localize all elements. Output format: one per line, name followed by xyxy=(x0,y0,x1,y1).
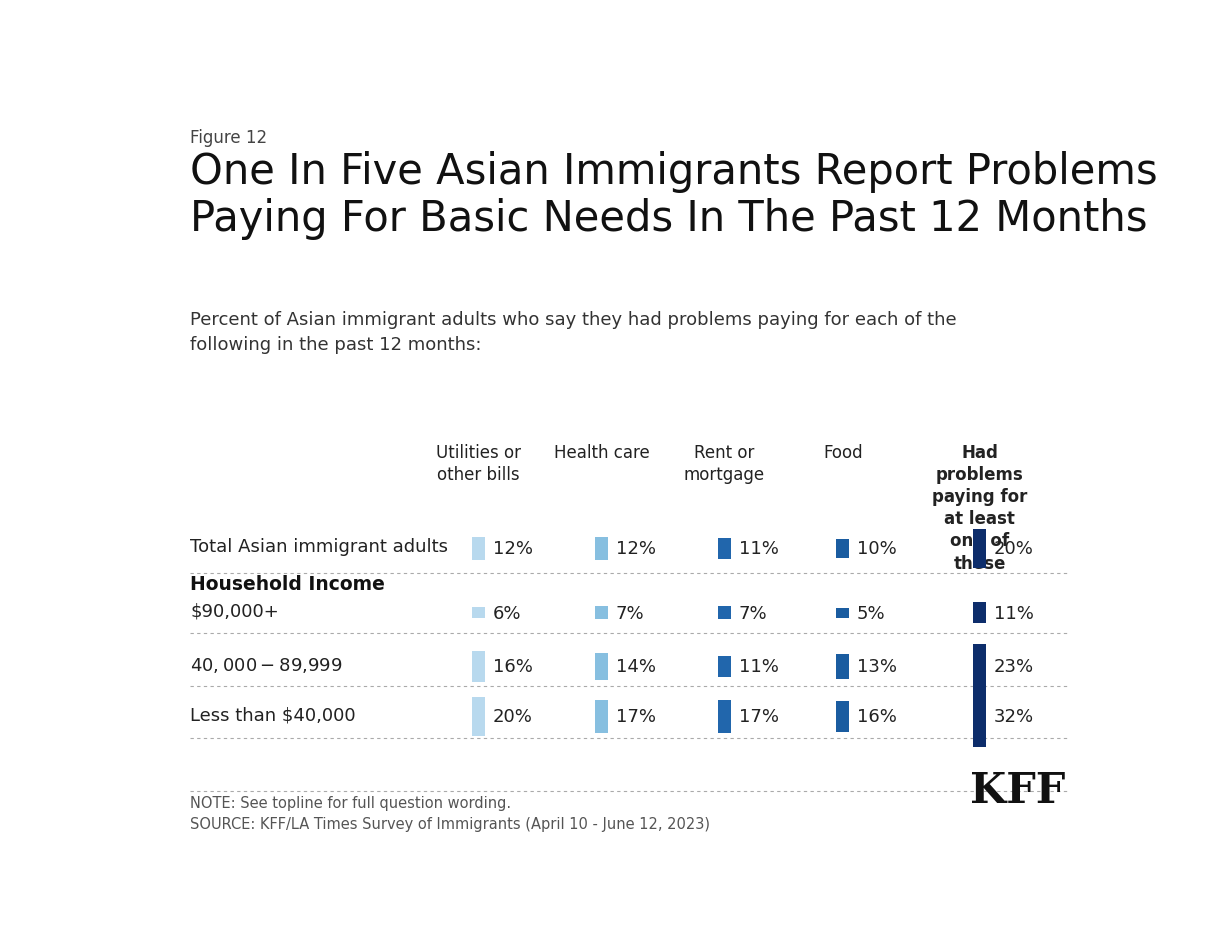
Text: 11%: 11% xyxy=(739,657,778,676)
Bar xyxy=(974,603,987,624)
Text: Rent or
mortgage: Rent or mortgage xyxy=(684,443,765,483)
Text: 23%: 23% xyxy=(994,657,1035,676)
Bar xyxy=(836,540,849,558)
Text: 16%: 16% xyxy=(856,707,897,726)
Bar xyxy=(717,700,731,733)
Text: NOTE: See topline for full question wording.
SOURCE: KFF/LA Times Survey of Immi: NOTE: See topline for full question word… xyxy=(190,795,710,831)
Text: Had
problems
paying for
at least
one of
these: Had problems paying for at least one of … xyxy=(932,443,1027,572)
Text: Percent of Asian immigrant adults who say they had problems paying for each of t: Percent of Asian immigrant adults who sa… xyxy=(190,311,956,354)
Bar xyxy=(717,656,731,677)
Text: 14%: 14% xyxy=(616,657,656,676)
Bar xyxy=(595,606,609,620)
Text: 20%: 20% xyxy=(994,540,1033,558)
Bar xyxy=(472,651,486,682)
Text: 20%: 20% xyxy=(493,707,533,726)
Text: Health care: Health care xyxy=(554,443,649,461)
Text: 12%: 12% xyxy=(493,540,533,558)
Bar xyxy=(717,539,731,559)
Text: 13%: 13% xyxy=(856,657,897,676)
Bar xyxy=(472,697,486,736)
Bar xyxy=(472,538,486,560)
Text: 17%: 17% xyxy=(739,707,778,726)
Text: One In Five Asian Immigrants Report Problems
Paying For Basic Needs In The Past : One In Five Asian Immigrants Report Prob… xyxy=(190,150,1158,239)
Bar xyxy=(717,606,731,620)
Text: 7%: 7% xyxy=(616,604,644,622)
Bar xyxy=(595,700,609,733)
Bar xyxy=(595,654,609,680)
Bar xyxy=(974,529,987,568)
Text: 11%: 11% xyxy=(994,604,1033,622)
Text: Figure 12: Figure 12 xyxy=(190,129,267,147)
Bar xyxy=(836,654,849,679)
Text: 16%: 16% xyxy=(493,657,533,676)
Text: 10%: 10% xyxy=(856,540,897,558)
Text: KFF: KFF xyxy=(970,768,1065,811)
Text: $90,000+: $90,000+ xyxy=(190,602,279,620)
Bar xyxy=(472,607,486,619)
Bar xyxy=(836,701,849,732)
Bar xyxy=(836,608,849,618)
Text: 17%: 17% xyxy=(616,707,656,726)
Bar xyxy=(595,538,609,560)
Bar xyxy=(974,686,987,747)
Text: Total Asian immigrant adults: Total Asian immigrant adults xyxy=(190,538,448,555)
Bar xyxy=(974,644,987,689)
Text: 32%: 32% xyxy=(994,707,1035,726)
Text: $40,000-$89,999: $40,000-$89,999 xyxy=(190,655,343,674)
Text: Utilities or
other bills: Utilities or other bills xyxy=(437,443,521,483)
Text: 6%: 6% xyxy=(493,604,521,622)
Text: Household Income: Household Income xyxy=(190,575,386,593)
Text: Less than $40,000: Less than $40,000 xyxy=(190,705,356,723)
Text: 7%: 7% xyxy=(739,604,767,622)
Text: Food: Food xyxy=(824,443,863,461)
Text: 5%: 5% xyxy=(856,604,886,622)
Text: 12%: 12% xyxy=(616,540,656,558)
Text: 11%: 11% xyxy=(739,540,778,558)
